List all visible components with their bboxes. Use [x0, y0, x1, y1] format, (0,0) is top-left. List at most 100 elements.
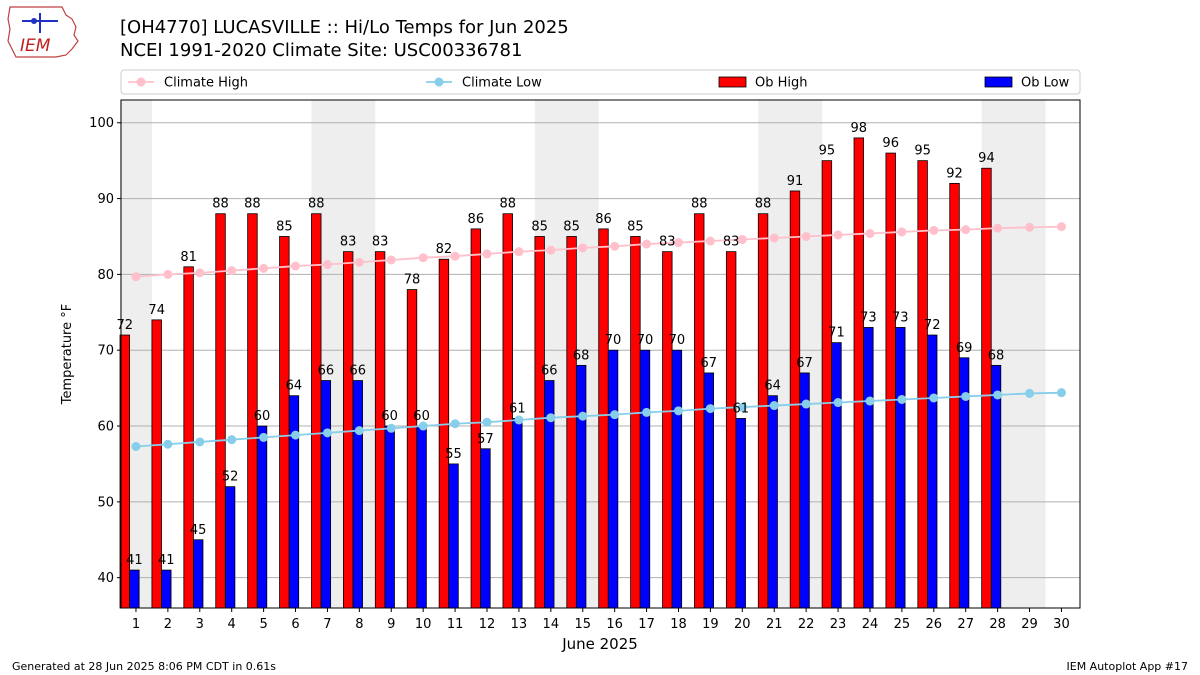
- x-tick-label: 26: [926, 617, 943, 632]
- climate-high-point-6: [291, 261, 301, 271]
- bar-value-labels: 72 74 81 88 88 85 88 83 83 78 82 86 88 85 85 86 85 83 88 83…: [117, 121, 1005, 568]
- plot-frame: [120, 99, 1081, 609]
- climate-high-point-3: [195, 268, 205, 278]
- ob-high-bar-18: [662, 251, 673, 609]
- ob-low-bar-15: [575, 364, 587, 609]
- ob-low-bar-2: [161, 569, 172, 609]
- climate-high-point-30: [1056, 222, 1066, 232]
- x-tick-label: 30: [1053, 617, 1070, 632]
- weekend-band-29: [1013, 100, 1046, 608]
- ob-low-value-label: 70: [605, 333, 622, 348]
- ob-low-value-label: 61: [509, 401, 526, 416]
- ob-low-bar-28: [990, 364, 1002, 609]
- climate-high-point-18: [673, 238, 683, 248]
- y-tick-label: 40: [97, 571, 114, 586]
- ob-low-value-label: 67: [701, 356, 718, 371]
- ob-high-bar-14: [534, 236, 545, 609]
- climate-low-point-16: [610, 410, 620, 420]
- ob-low-bar-21: [767, 395, 778, 609]
- climate-high-point-12: [482, 249, 492, 259]
- ob-low-bar-20: [735, 418, 746, 609]
- climate-low-point-20: [737, 402, 747, 412]
- ob-high-value-label: 83: [372, 235, 389, 250]
- ob-high-value-label: 95: [819, 144, 836, 159]
- ob-high-bar-25: [885, 152, 896, 609]
- ob-high-value-label: 98: [851, 121, 868, 136]
- ob-low-value-label: 66: [318, 364, 335, 379]
- app-note: IEM Autoplot App #17: [1066, 660, 1189, 673]
- legend-label: Climate High: [164, 76, 248, 91]
- ob-high-value-label: 92: [946, 166, 963, 181]
- climate-low-point-7: [322, 428, 332, 438]
- ob-low-value-label: 64: [764, 379, 781, 394]
- y-tick-label: 70: [97, 344, 114, 359]
- ob-low-value-label: 70: [669, 333, 686, 348]
- ob-low-value-label: 73: [860, 310, 877, 325]
- weekend-bands: [120, 100, 1046, 608]
- ob-low-bar-4: [224, 486, 236, 609]
- climate-lines: [131, 222, 1066, 452]
- y-axis: 40 50 60 70 80 90 100: [89, 116, 121, 586]
- climate-low-point-8: [354, 426, 364, 436]
- climate-high-line: [135, 225, 1062, 278]
- x-tick-label: 7: [323, 617, 331, 632]
- ob-high-value-label: 95: [914, 144, 931, 159]
- ob-high-value-label: 94: [978, 151, 995, 166]
- legend-item-ob-high: Ob High: [718, 76, 808, 91]
- climate-low-point-4: [227, 435, 237, 445]
- climate-low-point-29: [1025, 388, 1035, 398]
- ob-high-bar-22: [789, 190, 801, 609]
- x-tick-label: 21: [766, 617, 783, 632]
- legend-label: Ob Low: [1021, 76, 1070, 91]
- climate-low-point-3: [195, 437, 205, 447]
- ob-low-bar-1: [129, 569, 140, 609]
- legend: Climate High Climate Low Ob High Ob Low: [120, 69, 1081, 95]
- ob-high-value-label: 88: [308, 197, 325, 212]
- x-tick-label: 2: [164, 617, 172, 632]
- ob-low-value-label: 41: [126, 553, 143, 568]
- ob-low-value-label: 60: [254, 409, 271, 424]
- ob-low-bar-12: [480, 448, 491, 609]
- climate-high-point-27: [961, 225, 971, 235]
- climate-high-point-14: [546, 245, 556, 255]
- x-tick-label: 6: [291, 617, 299, 632]
- x-tick-label: 14: [543, 617, 560, 632]
- climate-low-point-1: [131, 442, 141, 452]
- x-tick-label: 11: [447, 617, 464, 632]
- climate-high-point-16: [610, 241, 620, 251]
- climate-low-point-5: [259, 432, 269, 442]
- x-tick-label: 3: [196, 617, 204, 632]
- climate-high-point-13: [514, 247, 524, 257]
- climate-low-point-18: [673, 406, 683, 416]
- climate-high-point-26: [929, 225, 939, 235]
- ob-low-bar-11: [448, 463, 459, 609]
- x-tick-label: 15: [574, 617, 591, 632]
- climate-low-point-24: [865, 396, 875, 406]
- x-tick-label: 18: [670, 617, 687, 632]
- ob-low-value-label: 68: [988, 348, 1005, 363]
- ob-low-bar-5: [256, 425, 268, 609]
- ob-high-value-label: 91: [787, 174, 804, 189]
- ob-high-value-label: 72: [117, 318, 134, 333]
- ob-low-bar-25: [895, 327, 906, 609]
- ob-high-value-label: 88: [755, 197, 772, 212]
- y-tick-label: 60: [97, 420, 114, 435]
- legend-item-ob-low: Ob Low: [984, 76, 1070, 91]
- ob-low-value-label: 70: [637, 333, 654, 348]
- ob-high-bar-27: [949, 183, 960, 609]
- climate-low-point-15: [578, 411, 588, 421]
- ob-low-value-label: 69: [956, 341, 973, 356]
- climate-high-point-15: [578, 243, 588, 253]
- ob-low-bar-26: [927, 334, 938, 609]
- x-tick-label: 16: [606, 617, 623, 632]
- ob-high-value-label: 74: [148, 303, 165, 318]
- legend-bar-swatch: [984, 76, 1013, 88]
- x-tick-label: 25: [894, 617, 911, 632]
- ob-high-bar-3: [183, 266, 194, 609]
- iem-logo: IEM: [7, 6, 79, 58]
- y-tick-label: 100: [89, 116, 114, 131]
- ob-low-bar-9: [384, 425, 395, 609]
- ob-low-value-label: 52: [222, 470, 239, 485]
- x-tick-label: 13: [511, 617, 528, 632]
- legend-label: Ob High: [755, 76, 808, 91]
